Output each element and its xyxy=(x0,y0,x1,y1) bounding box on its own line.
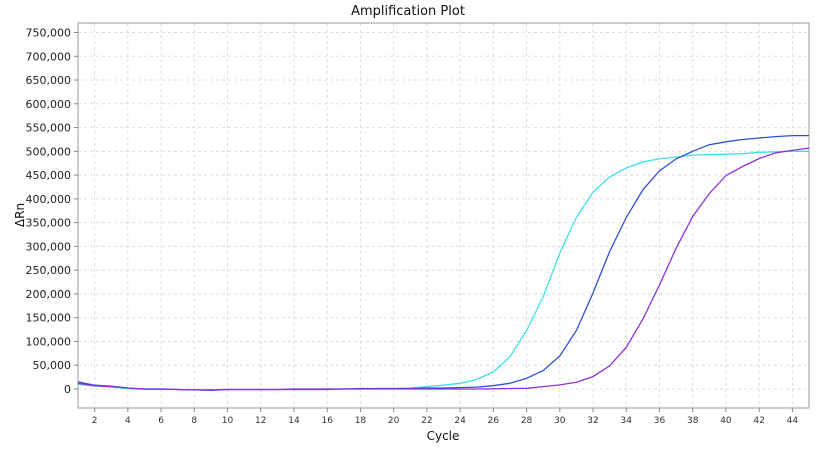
x-tick-label: 14 xyxy=(288,416,300,426)
x-tick-label: 2 xyxy=(92,416,98,426)
grid xyxy=(78,23,809,408)
x-tick-label: 40 xyxy=(720,416,732,426)
y-tick-label: 50,000 xyxy=(33,359,72,372)
series-line-3 xyxy=(77,147,810,391)
x-axis-label: Cycle xyxy=(427,429,460,443)
y-tick-label: 100,000 xyxy=(26,335,72,348)
y-tick-label: 450,000 xyxy=(26,169,72,182)
x-tick-label: 36 xyxy=(654,416,666,426)
x-tick-label: 32 xyxy=(587,416,598,426)
x-tick-label: 18 xyxy=(355,416,367,426)
y-tick-label: 700,000 xyxy=(26,50,72,63)
x-tick-label: 26 xyxy=(488,416,500,426)
x-tick-label: 10 xyxy=(222,416,234,426)
x-tick-label: 16 xyxy=(321,416,333,426)
y-tick-label: 400,000 xyxy=(26,193,72,206)
x-tick-label: 30 xyxy=(554,416,566,426)
x-tick-label: 6 xyxy=(158,416,164,426)
plot-frame xyxy=(77,22,810,409)
x-axis: 2 4 6 8 10 12 14 16 18 20 22 24 26 28 30 32 34 36 38 40 42 44 xyxy=(92,408,799,426)
series-line-2 xyxy=(77,134,809,392)
y-tick-label: 300,000 xyxy=(26,240,72,253)
series-lines xyxy=(77,134,810,392)
y-tick-label: 350,000 xyxy=(26,217,72,230)
chart-title: Amplification Plot xyxy=(351,4,465,19)
x-tick-label: 34 xyxy=(621,416,633,426)
y-axis: 0 50,000 100,000 150,000 200,000 250,000 300,0… xyxy=(26,27,78,396)
y-tick-label: 0 xyxy=(64,383,71,396)
x-tick-label: 22 xyxy=(421,416,432,426)
y-tick-label: 200,000 xyxy=(26,288,72,301)
x-tick-label: 42 xyxy=(753,416,764,426)
x-tick-label: 38 xyxy=(687,416,699,426)
y-tick-label: 650,000 xyxy=(26,74,72,87)
y-tick-label: 750,000 xyxy=(26,27,72,40)
y-tick-label: 150,000 xyxy=(26,312,72,325)
x-tick-label: 44 xyxy=(787,416,799,426)
x-tick-label: 28 xyxy=(521,416,533,426)
y-axis-label: ΔRn xyxy=(13,203,27,227)
x-tick-label: 12 xyxy=(255,416,266,426)
y-tick-label: 500,000 xyxy=(26,145,72,158)
y-tick-label: 250,000 xyxy=(26,264,72,277)
x-tick-label: 4 xyxy=(125,416,131,426)
y-tick-label: 550,000 xyxy=(26,122,72,135)
x-tick-label: 20 xyxy=(388,416,400,426)
x-tick-label: 8 xyxy=(191,416,197,426)
x-tick-label: 24 xyxy=(454,416,466,426)
y-tick-label: 600,000 xyxy=(26,98,72,111)
